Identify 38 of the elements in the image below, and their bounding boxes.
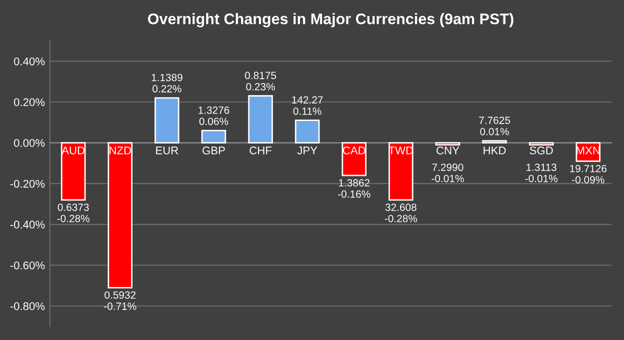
data-label: 0.5932 -0.71% — [104, 291, 136, 310]
y-tick-label: -0.20% — [10, 180, 45, 188]
y-tick-label: -0.80% — [10, 302, 45, 310]
x-tick-label: CNY — [436, 146, 460, 154]
bar — [154, 97, 180, 144]
data-label: 1.3862 -0.16% — [338, 179, 370, 198]
data-label: 7.2990 -0.01% — [432, 164, 464, 182]
bar — [482, 140, 507, 144]
x-tick-label: GBP — [202, 146, 225, 154]
bar — [60, 142, 86, 201]
bar — [248, 95, 273, 144]
bar — [108, 142, 133, 288]
bar — [528, 142, 554, 146]
x-tick-label: HKD — [484, 146, 506, 154]
data-label: 1.3113 -0.01% — [525, 164, 558, 182]
x-tick-label: NZD — [110, 146, 132, 154]
y-tick-label: 0.20% — [14, 98, 45, 106]
y-tick-label: -0.40% — [10, 220, 45, 229]
data-label: 0.8175 0.23% — [245, 72, 276, 90]
bar — [435, 142, 460, 146]
chart-title: Overnight Changes in Major Currencies (9am PST) — [148, 13, 514, 28]
y-tick-label: 0.00% — [14, 139, 45, 147]
bar — [294, 120, 320, 144]
data-label: 1.1389 0.22% — [152, 74, 182, 92]
data-label: 142.27 0.11% — [292, 96, 323, 115]
data-label: 7.7625 0.01% — [479, 116, 510, 136]
data-label: 0.6373 -0.28% — [57, 204, 90, 222]
y-tick-label: -0.60% — [10, 261, 45, 270]
bar — [388, 142, 414, 201]
x-tick-label: JPY — [297, 146, 318, 154]
x-tick-label: EUR — [156, 146, 178, 154]
x-tick-label: SGD — [530, 146, 553, 154]
x-tick-label: CHF — [250, 146, 272, 154]
bar — [201, 130, 226, 144]
data-label: 32.608 -0.28% — [384, 204, 418, 222]
data-label: 1.3276 0.06% — [198, 106, 230, 126]
y-tick-label: 0.40% — [14, 57, 45, 66]
data-label: 19.7126 -0.09% — [570, 164, 606, 184]
